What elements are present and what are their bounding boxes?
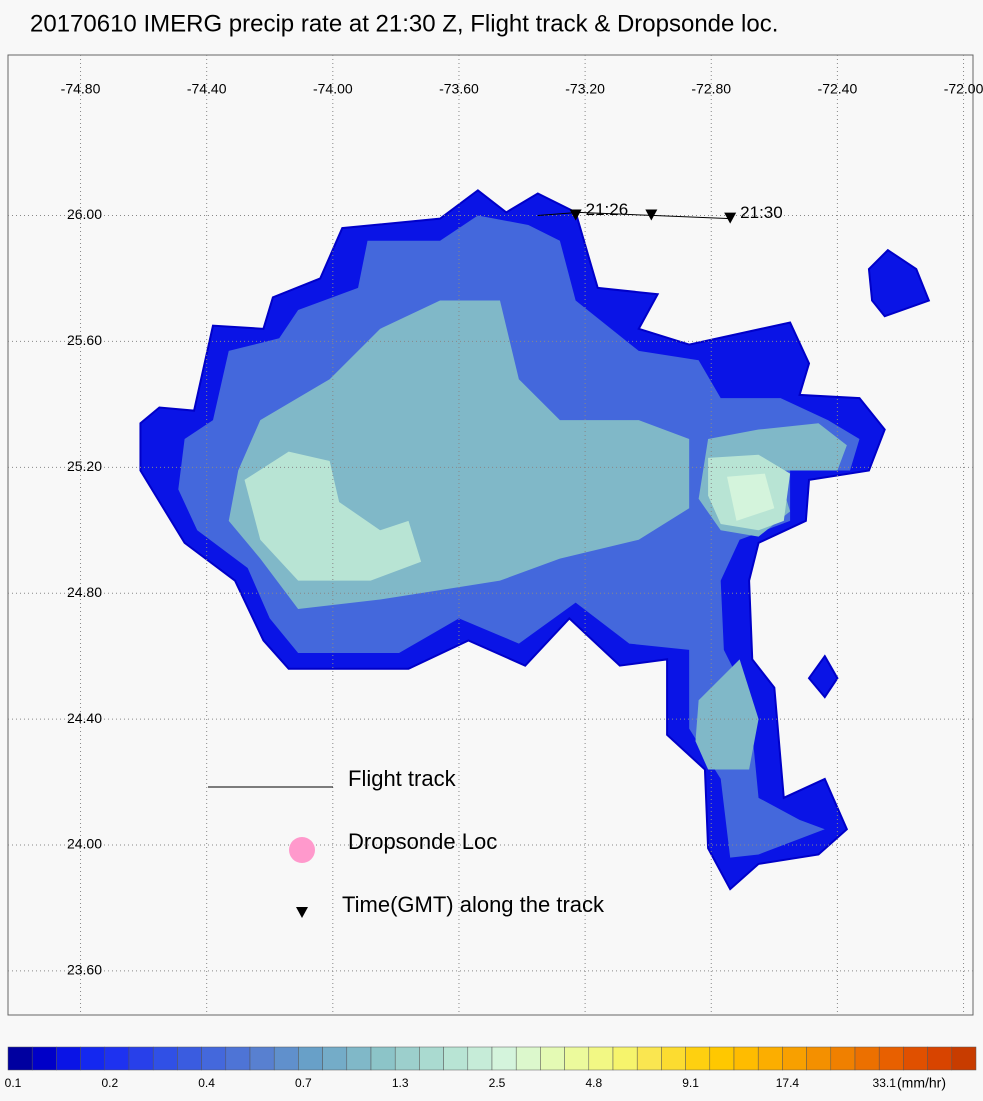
- time-label: 21:30: [740, 203, 783, 222]
- colorbar-box: [7, 1046, 33, 1071]
- y-tick-label: 25.60: [67, 332, 102, 348]
- legend-text: Flight track: [348, 766, 457, 791]
- colorbar-box: [370, 1046, 396, 1071]
- colorbar-box: [733, 1046, 759, 1071]
- x-tick-label: -73.20: [565, 81, 605, 97]
- colorbar-box: [903, 1046, 928, 1071]
- colorbar-label: 0.4: [198, 1076, 215, 1090]
- colorbar-label: 17.4: [776, 1076, 800, 1090]
- colorbar-box: [830, 1046, 856, 1071]
- colorbar-box: [612, 1046, 638, 1071]
- colorbar-box: [588, 1046, 614, 1071]
- y-tick-label: 24.00: [67, 836, 102, 852]
- colorbar-box: [661, 1046, 686, 1071]
- precip-field: [139, 189, 931, 891]
- colorbar-box: [152, 1046, 178, 1071]
- colorbar-box: [951, 1046, 977, 1071]
- colorbar-box: [394, 1046, 420, 1071]
- colorbar-label: 9.1: [682, 1076, 699, 1090]
- colorbar-box: [854, 1046, 880, 1071]
- x-tick-label: -72.00: [944, 81, 983, 97]
- y-tick-label: 24.40: [67, 710, 102, 726]
- colorbar-box: [467, 1046, 493, 1071]
- colorbar-label: 2.5: [489, 1076, 506, 1090]
- time-marker: [569, 209, 582, 221]
- legend-text: Time(GMT) along the track: [342, 892, 605, 917]
- y-tick-label: 25.20: [67, 458, 102, 474]
- colorbar-box: [685, 1046, 711, 1071]
- colorbar-box: [636, 1046, 662, 1071]
- colorbar-label: 33.1: [873, 1076, 897, 1090]
- time-marker: [724, 212, 737, 224]
- colorbar-box: [31, 1046, 57, 1071]
- y-tick-label: 26.00: [67, 206, 102, 222]
- colorbar-box: [273, 1046, 299, 1071]
- legend-triangle: [296, 907, 308, 918]
- colorbar-box: [128, 1046, 154, 1071]
- colorbar-box: [515, 1046, 541, 1071]
- colorbar-box: [540, 1046, 565, 1071]
- colorbar-label: 0.7: [295, 1076, 312, 1090]
- colorbar-box: [80, 1046, 106, 1071]
- colorbar-box: [201, 1046, 227, 1071]
- colorbar-box: [806, 1046, 832, 1071]
- colorbar-label: 0.2: [101, 1076, 118, 1090]
- overlay: 21:26 21:30: [537, 200, 783, 224]
- legend-text: Dropsonde Loc: [348, 829, 497, 854]
- x-tick-label: -74.40: [187, 81, 227, 97]
- time-marker: [645, 209, 658, 221]
- precip-region: [807, 654, 839, 699]
- x-tick-label: -73.60: [439, 81, 479, 97]
- chart-title: 20170610 IMERG precip rate at 21:30 Z, F…: [30, 10, 778, 37]
- precip-region: [867, 248, 931, 318]
- colorbar-box: [104, 1046, 130, 1071]
- legend-dot: [289, 837, 315, 863]
- colorbar-box: [878, 1046, 904, 1071]
- colorbar-box: [757, 1046, 783, 1071]
- colorbar-box: [225, 1046, 251, 1071]
- x-tick-label: -72.40: [818, 81, 858, 97]
- flight-track: [537, 211, 731, 220]
- colorbar-box: [709, 1046, 735, 1071]
- time-label: 21:26: [586, 200, 629, 219]
- colorbar-box: [322, 1046, 348, 1071]
- colorbar-label: 1.3: [392, 1076, 409, 1090]
- colorbar-box: [298, 1046, 323, 1071]
- colorbar-box: [177, 1046, 202, 1071]
- x-tick-label: -74.00: [313, 81, 353, 97]
- colorbar-box: [491, 1046, 517, 1071]
- colorbar-box: [346, 1046, 372, 1071]
- y-tick-label: 23.60: [67, 962, 102, 978]
- colorbar-label: 0.1: [5, 1076, 22, 1090]
- y-tick-label: 24.80: [67, 584, 102, 600]
- colorbar-box: [927, 1046, 953, 1071]
- colorbar-label: 4.8: [585, 1076, 602, 1090]
- colorbar-box: [56, 1046, 81, 1071]
- colorbar: 0.1 0.2 0.4 0.7 1.3 2.5 4.8 9.1 17.4 33.1 (mm/hr): [5, 1046, 977, 1091]
- x-tick-label: -74.80: [61, 81, 101, 97]
- colorbar-box: [443, 1046, 469, 1071]
- precip-region: [695, 659, 759, 770]
- grid: -74.80 -74.40 -74.00 -73.60 -73.20 -72.80 -72.…: [8, 55, 983, 1015]
- colorbar-box: [249, 1046, 275, 1071]
- x-tick-label: -72.80: [691, 81, 731, 97]
- colorbar-box: [564, 1046, 590, 1071]
- colorbar-box: [782, 1046, 807, 1071]
- colorbar-units: (mm/hr): [897, 1075, 946, 1091]
- precip-region: [244, 451, 422, 581]
- colorbar-box: [419, 1046, 444, 1071]
- precip-region: [727, 473, 775, 521]
